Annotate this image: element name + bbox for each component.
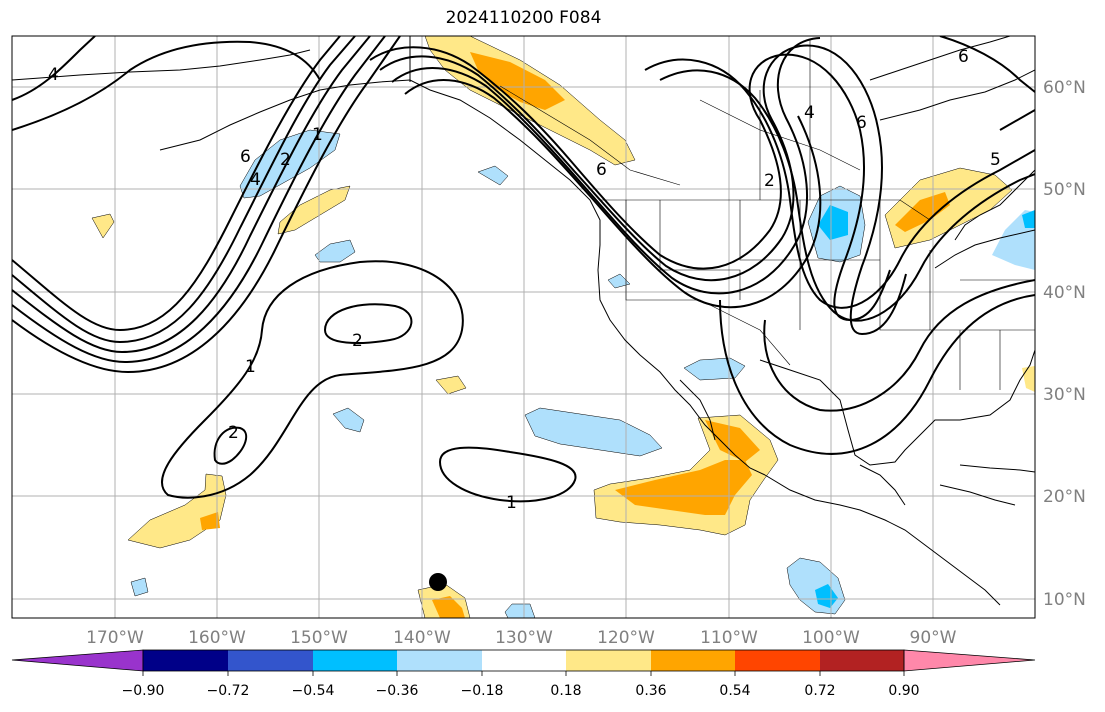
lon-label: 160°W xyxy=(188,628,246,648)
longitude-labels: 170°W 160°W 150°W 140°W 130°W 120°W 110°… xyxy=(86,628,957,648)
latitude-labels: 60°N 50°N 40°N 30°N 20°N 10°N xyxy=(1043,78,1086,610)
colorbar-tick-label: 0.90 xyxy=(888,683,919,699)
positive-anomaly-shading xyxy=(91,36,1035,618)
lon-label: 130°W xyxy=(495,628,553,648)
lat-label: 10°N xyxy=(1043,590,1086,610)
colorbar-segment xyxy=(143,650,228,671)
lon-label: 140°W xyxy=(393,628,451,648)
contour-label: 4 xyxy=(48,65,59,85)
colorbar-segment xyxy=(735,650,820,671)
colorbar-tick-label: −0.90 xyxy=(122,683,165,699)
colorbar-tick-label: −0.36 xyxy=(376,683,419,699)
colorbar-extend-high xyxy=(903,649,1036,672)
colorbar-segment xyxy=(651,650,735,671)
graticule xyxy=(12,36,1035,618)
colorbar: −0.90 −0.72 −0.54 −0.36 −0.18 0.18 0.36 … xyxy=(11,649,1036,699)
lon-label: 150°W xyxy=(290,628,348,648)
lon-label: 120°W xyxy=(597,628,655,648)
contour-label: 2 xyxy=(228,423,239,443)
contour-label: 6 xyxy=(958,47,969,67)
contour-label: 1 xyxy=(312,125,323,145)
colorbar-tick-label: 0.54 xyxy=(719,683,750,699)
negative-anomaly-shading xyxy=(130,129,1035,618)
map-title: 2024110200 F084 xyxy=(445,8,602,28)
storm-position-marker xyxy=(429,573,447,591)
lat-label: 40°N xyxy=(1043,283,1086,303)
contour-lines xyxy=(12,36,1035,503)
political-borders xyxy=(499,40,1035,390)
colorbar-segment xyxy=(566,650,651,671)
map-frame xyxy=(11,35,1036,619)
colorbar-tick-label: 0.18 xyxy=(550,683,581,699)
lat-label: 50°N xyxy=(1043,180,1086,200)
lat-label: 30°N xyxy=(1043,385,1086,405)
colorbar-segment xyxy=(228,650,313,671)
lon-label: 170°W xyxy=(86,628,144,648)
contour-label: 6 xyxy=(596,160,607,180)
contour-label: 2 xyxy=(352,331,363,351)
colorbar-tick-label: 0.72 xyxy=(804,683,835,699)
contour-label: 2 xyxy=(764,171,775,191)
colorbar-tick-label: 0.36 xyxy=(635,683,666,699)
lon-label: 110°W xyxy=(700,628,758,648)
contour-label: 6 xyxy=(240,147,251,167)
colorbar-segment xyxy=(820,650,904,671)
colorbar-extend-low xyxy=(11,649,144,672)
colorbar-tick-label: −0.54 xyxy=(292,683,335,699)
lon-label: 90°W xyxy=(910,628,957,648)
colorbar-segment xyxy=(482,650,566,671)
lat-label: 20°N xyxy=(1043,487,1086,507)
lon-label: 100°W xyxy=(802,628,860,648)
contour-label: 1 xyxy=(245,357,256,377)
colorbar-tick-label: −0.18 xyxy=(461,683,504,699)
contour-label: 5 xyxy=(990,150,1001,170)
colorbar-segment xyxy=(397,650,482,671)
contour-label: 2 xyxy=(280,150,291,170)
contour-label: 4 xyxy=(804,103,815,123)
contour-label: 1 xyxy=(506,493,517,513)
colorbar-tick-label: −0.72 xyxy=(207,683,250,699)
contour-label: 4 xyxy=(250,170,261,190)
contour-label: 6 xyxy=(856,113,867,133)
lat-label: 60°N xyxy=(1043,78,1086,98)
colorbar-segment xyxy=(313,650,397,671)
contour-labels: 4 1 2 4 6 6 2 4 6 5 6 1 2 2 1 xyxy=(48,47,1001,513)
